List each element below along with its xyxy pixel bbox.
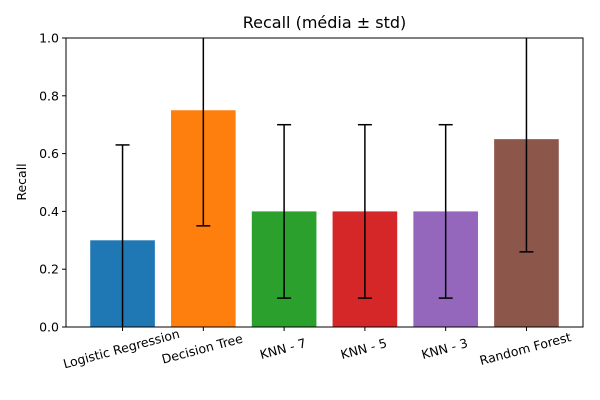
y-tick-label: 0.0 xyxy=(39,320,59,335)
y-axis-label: Recall xyxy=(14,163,29,200)
y-tick-label: 0.6 xyxy=(39,146,59,161)
x-tick-label: KNN - 5 xyxy=(339,335,389,362)
y-tick-label: 1.0 xyxy=(39,31,59,46)
x-tick-label: Random Forest xyxy=(478,329,573,368)
y-tick-label: 0.2 xyxy=(39,262,59,277)
error-bars xyxy=(115,38,534,327)
y-tick-label: 0.4 xyxy=(39,204,59,219)
axes-frame xyxy=(65,37,584,328)
y-tick-label: 0.8 xyxy=(39,88,59,103)
x-tick-label: KNN - 7 xyxy=(258,335,308,362)
x-tick-label: KNN - 3 xyxy=(420,335,470,362)
chart-title: Recall (média ± std) xyxy=(243,13,406,32)
